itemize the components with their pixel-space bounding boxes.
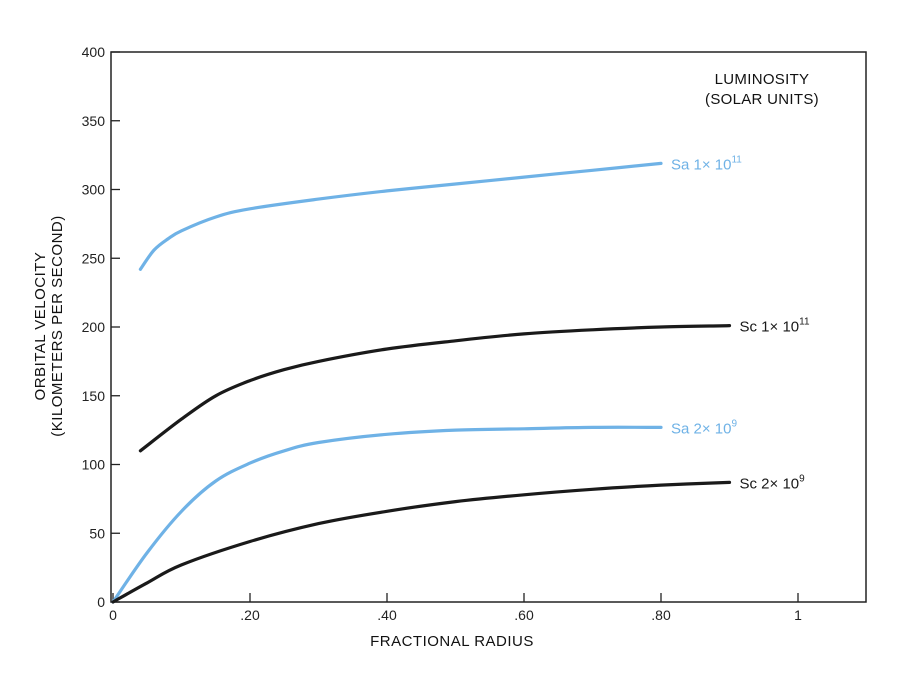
y-axis-ticks: 0 50 100 150 200 250 300 350 400 — [82, 44, 120, 610]
series-label-exponent: 9 — [731, 418, 737, 429]
series-label-exponent: 9 — [799, 473, 805, 484]
x-axis-title: FRACTIONAL RADIUS — [370, 633, 534, 650]
series-line — [138, 324, 732, 453]
series-line — [111, 425, 663, 604]
x-tick-label: .60 — [514, 607, 534, 623]
x-tick-label: .80 — [651, 607, 671, 623]
series-label-base: Sa 2× 10 — [671, 420, 731, 437]
x-tick-label: 1 — [794, 607, 802, 623]
x-tick-label: .20 — [240, 607, 260, 623]
y-tick-label: 400 — [82, 44, 106, 60]
x-tick-label: .40 — [377, 607, 397, 623]
series-label-exponent: 11 — [799, 317, 810, 328]
series-label: Sc 1× 1011 — [740, 317, 810, 336]
y-axis-title-line2: (KILOMETERS PER SECOND) — [49, 215, 66, 437]
y-axis-title-line1: ORBITAL VELOCITY — [32, 252, 49, 401]
y-tick-label: 200 — [82, 319, 106, 335]
x-tick-label: 0 — [109, 607, 117, 623]
y-tick-label: 50 — [89, 525, 105, 541]
y-tick-label: 250 — [82, 250, 106, 266]
series-line — [111, 480, 732, 604]
legend-title-line2: (SOLAR UNITS) — [705, 91, 819, 108]
y-axis-title: ORBITAL VELOCITY (KILOMETERS PER SECOND) — [32, 215, 66, 437]
series-line — [138, 161, 663, 271]
series-label-exponent: 11 — [731, 154, 742, 165]
series-label-base: Sc 1× 10 — [740, 319, 800, 336]
y-tick-label: 350 — [82, 113, 106, 129]
series-label: Sc 2× 109 — [740, 473, 806, 492]
series-lines — [111, 161, 732, 604]
y-tick-label: 0 — [97, 594, 105, 610]
series-label: Sa 2× 109 — [671, 418, 737, 437]
legend-title-line1: LUMINOSITY — [715, 71, 810, 88]
series-label-base: Sc 2× 10 — [740, 475, 800, 492]
y-tick-label: 100 — [82, 457, 106, 473]
y-tick-label: 300 — [82, 182, 106, 198]
y-tick-label: 150 — [82, 388, 106, 404]
series-label: Sa 1× 1011 — [671, 154, 742, 173]
x-axis-ticks: 0 .20 .40 .60 .80 1 — [109, 593, 802, 623]
series-label-base: Sa 1× 10 — [671, 156, 731, 173]
